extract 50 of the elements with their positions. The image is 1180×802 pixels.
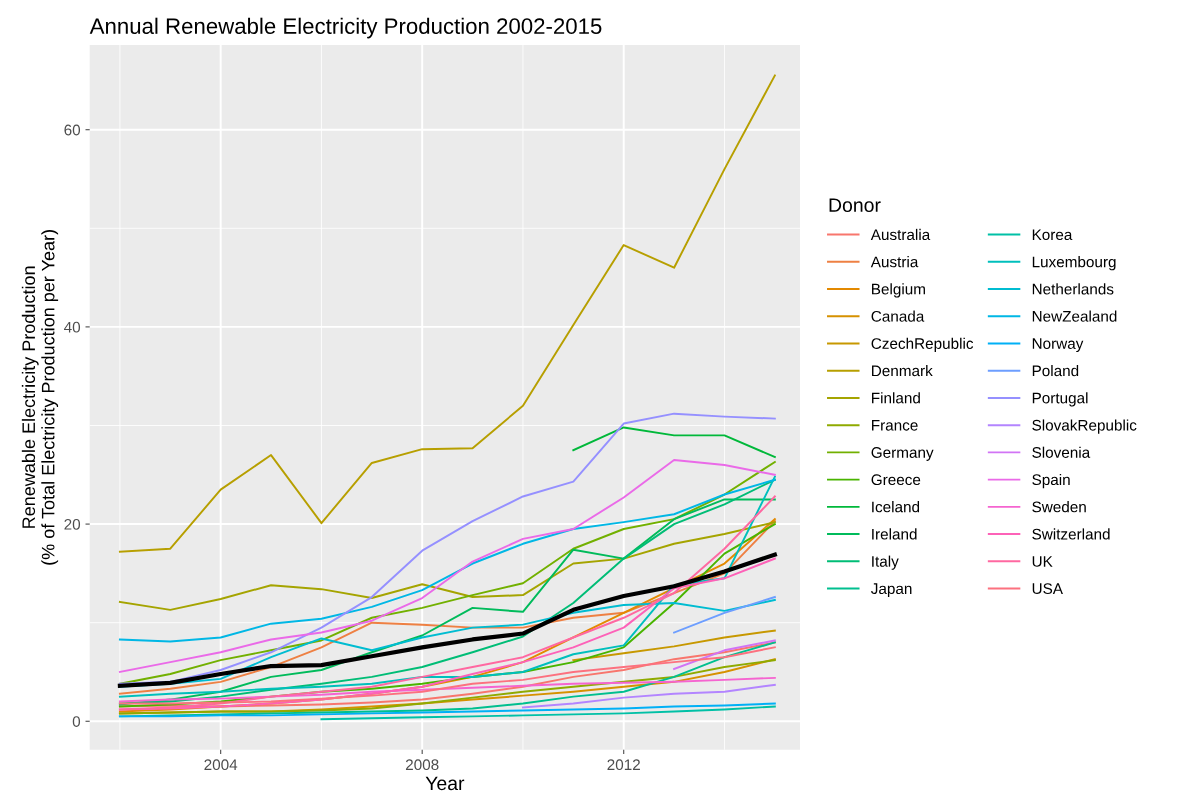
y-tick-label: 20 — [64, 518, 81, 530]
x-tick-label: 2008 — [405, 759, 439, 771]
y-tick-label: 60 — [64, 124, 81, 136]
legend-label: Korea — [1032, 229, 1073, 241]
chart-title: Annual Renewable Electricity Production 2002-2015 — [89, 17, 602, 39]
legend-label: Norway — [1032, 338, 1084, 352]
legend-label: Japan — [871, 583, 912, 598]
line-series — [118, 74, 776, 553]
legend-title: Donor — [829, 198, 881, 213]
line-series — [118, 478, 776, 643]
legend-label: Canada — [871, 310, 925, 322]
x-tick-label: 2004 — [204, 759, 238, 771]
legend-label: Spain — [1032, 473, 1070, 489]
legend-label: Netherlands — [1032, 283, 1114, 295]
legend-label: Luxembourg — [1032, 256, 1116, 271]
x-tick-label: 2012 — [607, 759, 640, 771]
legend-label: Germany — [871, 447, 934, 461]
legend-label: Belgium — [872, 283, 925, 298]
line-series — [118, 521, 776, 611]
legend-label: Portugal — [1032, 392, 1088, 407]
legend-label: Austria — [870, 256, 919, 268]
legend-label: USA — [1032, 583, 1063, 595]
legend-label: Greece — [871, 474, 921, 486]
line-series — [118, 702, 776, 718]
legend-label: Iceland — [872, 501, 920, 513]
y-axis-title: Renewable Electricity Production (% of Total Electricity Production per Year) — [21, 230, 59, 565]
y-tick-label: 0 — [72, 716, 81, 727]
legend-label: Poland — [1032, 364, 1079, 377]
line-series — [572, 629, 776, 662]
line-series — [521, 683, 776, 709]
legend-label: Denmark — [872, 364, 933, 377]
line-series — [118, 412, 776, 685]
x-axis-title: Year — [425, 776, 465, 791]
y-tick-label: 40 — [64, 321, 81, 333]
legend-label: Slovenia — [1032, 446, 1091, 458]
legend-label: UK — [1032, 556, 1053, 567]
line-series — [572, 426, 776, 459]
line-series — [118, 676, 776, 703]
legend-label: France — [872, 420, 918, 431]
legend-label: Italy — [872, 555, 899, 570]
line-series — [117, 552, 777, 688]
line-series — [320, 705, 776, 721]
legend-label: Switzerland — [1032, 528, 1110, 540]
legend-label: Ireland — [872, 528, 917, 540]
legend-label: Australia — [870, 228, 931, 241]
legend-label: Finland — [872, 392, 920, 404]
legend-label: NewZealand — [1032, 310, 1117, 322]
legend-label: Sweden — [1032, 501, 1086, 513]
legend-label: CzechRepublic — [871, 337, 974, 352]
legend-label: SlovakRepublic — [1032, 419, 1137, 434]
